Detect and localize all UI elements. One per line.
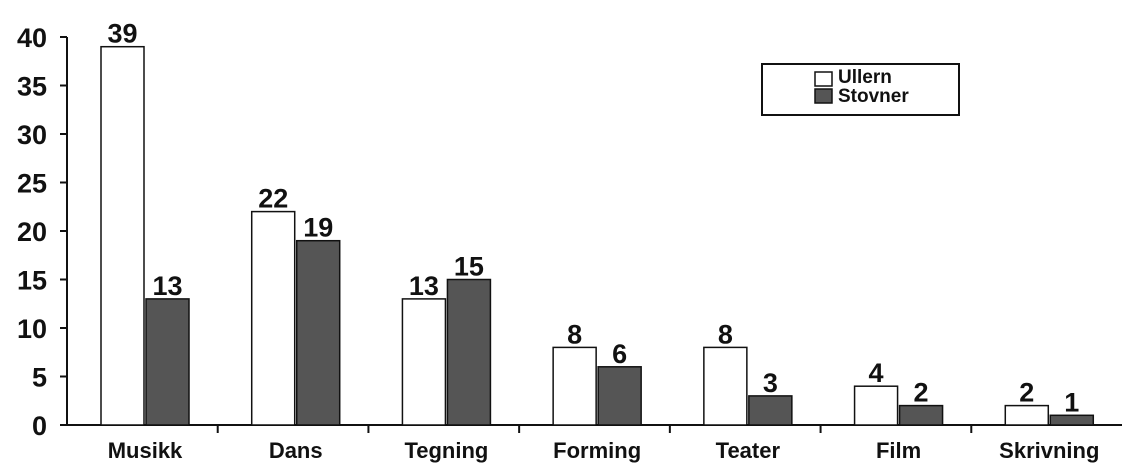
- bar-stovner: [898, 404, 944, 426]
- data-label-ullern: 4: [869, 358, 884, 388]
- data-label-stovner: 2: [914, 378, 929, 408]
- bar-ullern: [250, 210, 296, 426]
- data-label-ullern: 8: [567, 319, 582, 349]
- legend-swatch-ullern: [814, 71, 833, 87]
- legend-swatch-stovner: [814, 88, 833, 104]
- y-tick-label: 10: [17, 314, 47, 344]
- y-tick-label: 35: [17, 72, 47, 102]
- data-label-stovner: 6: [612, 339, 627, 369]
- data-label-stovner: 1: [1064, 387, 1079, 417]
- x-category-label: Film: [876, 438, 921, 463]
- bar-ullern: [703, 346, 748, 426]
- bar-ullern: [853, 385, 899, 426]
- y-tick-label: 40: [17, 23, 47, 53]
- bar-ullern: [552, 346, 597, 426]
- data-label-ullern: 22: [258, 184, 288, 214]
- x-category-label: Tegning: [404, 438, 488, 463]
- data-label-ullern: 13: [409, 271, 439, 301]
- y-tick-label: 0: [32, 411, 47, 441]
- bar-ullern: [1004, 404, 1050, 426]
- legend-label-ullern: Ullern: [838, 67, 892, 88]
- y-tick-label: 20: [17, 217, 47, 247]
- legend: Ullern Stovner: [761, 63, 960, 116]
- data-label-stovner: 19: [303, 213, 333, 243]
- data-label-ullern: 8: [718, 319, 733, 349]
- data-label-ullern: 39: [107, 19, 137, 49]
- bars: [100, 45, 1095, 426]
- y-tick-label: 15: [17, 266, 47, 296]
- x-category-label: Musikk: [108, 438, 183, 463]
- bar-stovner: [295, 239, 341, 426]
- data-label-ullern: 2: [1019, 378, 1034, 408]
- legend-label-stovner: Stovner: [838, 86, 909, 107]
- bar-stovner: [1049, 414, 1095, 426]
- x-category-label: Forming: [553, 438, 641, 463]
- y-axis: 0 5 10 15 20 25 30 35 40: [17, 23, 68, 441]
- bar-ullern: [100, 45, 145, 426]
- bar-stovner: [446, 278, 492, 426]
- bar-stovner: [748, 395, 793, 426]
- x-category-label: Teater: [716, 438, 781, 463]
- data-label-stovner: 3: [763, 368, 778, 398]
- x-category-label: Skrivning: [999, 438, 1099, 463]
- data-label-stovner: 13: [152, 271, 182, 301]
- x-category-label: Dans: [269, 438, 323, 463]
- x-axis: Musikk Dans Tegning Forming Teater Film Skrivn…: [67, 424, 1122, 463]
- data-label-stovner: 15: [454, 252, 484, 282]
- bar-stovner: [597, 366, 642, 426]
- bar-ullern: [401, 298, 447, 426]
- y-tick-label: 25: [17, 169, 47, 199]
- y-tick-label: 30: [17, 120, 47, 150]
- legend-box: [761, 63, 960, 116]
- bar-stovner: [145, 298, 190, 426]
- y-tick-label: 5: [32, 363, 47, 393]
